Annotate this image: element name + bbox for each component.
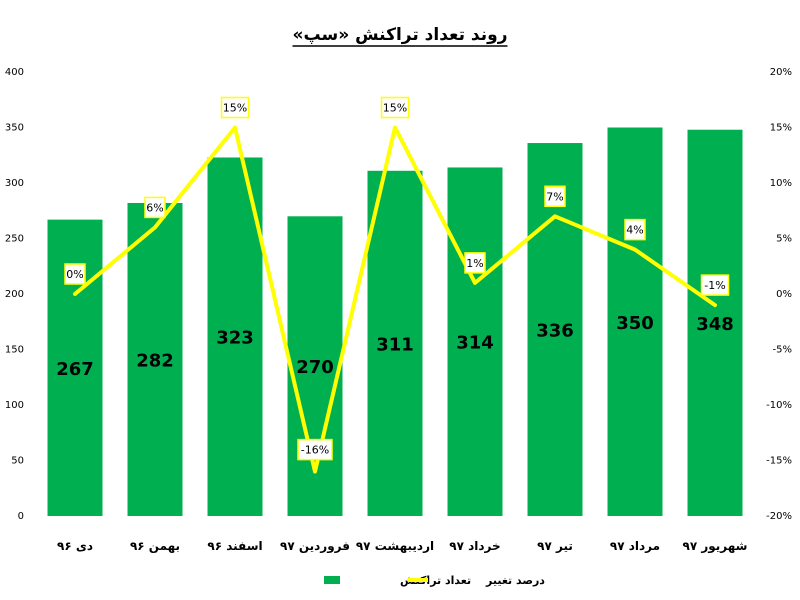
bar-value-label: 282 <box>136 350 174 371</box>
pct-label-box <box>624 218 646 241</box>
pct-value-label: 1% <box>466 257 483 270</box>
bar-value-label: 314 <box>456 333 494 354</box>
right-tick-label: -20% <box>766 511 792 522</box>
legend-swatch-bars <box>324 576 340 584</box>
pct-value-label: -1% <box>704 279 725 292</box>
right-tick-label: 5% <box>776 234 792 245</box>
category-label: بهمن ۹۶ <box>130 539 180 553</box>
pct-value-label: 15% <box>223 102 247 115</box>
pct-value-label: 0% <box>66 268 83 281</box>
bar-2 <box>127 202 183 517</box>
legend-label-bars: تعداد تراکنش <box>400 574 471 587</box>
pct-labels-group: 0% 6% 15% -16% 15% 1% 7% 4% -1% <box>64 96 730 461</box>
bar-value-label: 350 <box>616 313 654 334</box>
left-tick-label: 350 <box>5 123 24 134</box>
bar-value-label: 311 <box>376 334 414 355</box>
category-label: دی ۹۶ <box>57 539 93 553</box>
right-tick-label: 15% <box>770 123 792 134</box>
bars-group <box>47 127 743 517</box>
category-label: مرداد ۹۷ <box>610 539 660 553</box>
line-group <box>73 125 717 474</box>
category-label: فروردین ۹۷ <box>280 539 350 554</box>
pct-label-box <box>64 263 86 285</box>
pct-value-label: -16% <box>301 444 329 457</box>
left-tick-label: 100 <box>5 400 24 411</box>
right-tick-label: -15% <box>766 456 792 467</box>
pct-label-box <box>700 274 730 296</box>
left-tick-label: 400 <box>5 67 24 78</box>
pct-value-label: 6% <box>146 201 163 214</box>
right-tick-label: 0% <box>776 289 792 300</box>
category-label: شهریور ۹۷ <box>683 539 748 554</box>
pct-label-box <box>380 96 410 119</box>
bar-5 <box>367 170 423 517</box>
right-tick-label: -10% <box>766 400 792 411</box>
legend-label-line: درصد تغییر <box>485 574 545 587</box>
bar-value-label: 323 <box>216 328 254 349</box>
right-axis: -20% -15% -10% -5% 0% 5% 10% 15% 20% <box>766 67 792 522</box>
left-tick-label: 50 <box>11 456 24 467</box>
category-label: اردیبهشت ۹۷ <box>356 539 434 553</box>
category-label: خرداد ۹۷ <box>449 539 500 553</box>
pct-value-label: 7% <box>546 190 563 203</box>
left-tick-label: 250 <box>5 234 24 245</box>
left-axis: 0 50 100 150 200 250 300 350 400 <box>5 67 24 522</box>
bar-value-label: 348 <box>696 314 734 335</box>
left-tick-label: 300 <box>5 178 24 189</box>
pct-value-label: 15% <box>383 102 407 115</box>
right-tick-label: 10% <box>770 178 792 189</box>
bar-labels-group: 267 282 323 270 311 314 336 350 348 <box>56 313 734 380</box>
chart-title: روند تعداد تراکنش «سپ» <box>293 25 508 45</box>
pct-label-box <box>464 252 486 274</box>
pct-label-box <box>144 196 166 219</box>
pct-value-label: 4% <box>626 224 643 237</box>
bar-6 <box>447 167 503 516</box>
pct-label-box <box>297 438 333 461</box>
left-tick-label: 150 <box>5 345 24 356</box>
x-axis: دی ۹۶ بهمن ۹۶ اسفند ۹۶ فروردین ۹۷ اردیبهشت ۹… <box>57 539 747 554</box>
category-label: تیر ۹۷ <box>537 539 573 553</box>
category-label: اسفند ۹۶ <box>207 539 262 553</box>
right-tick-label: 20% <box>770 67 792 78</box>
legend: تعداد تراکنش درصد تغییر <box>324 574 545 587</box>
bar-value-label: 270 <box>296 357 334 378</box>
pct-label-box <box>220 96 250 119</box>
pct-label-box <box>544 185 566 208</box>
left-tick-label: 200 <box>5 289 24 300</box>
bar-3 <box>207 157 263 516</box>
right-tick-label: -5% <box>773 345 792 356</box>
left-tick-label: 0 <box>18 511 24 522</box>
bar-9 <box>687 129 743 516</box>
bar-8 <box>607 127 663 516</box>
bar-value-label: 267 <box>56 359 94 380</box>
bar-value-label: 336 <box>536 321 574 342</box>
